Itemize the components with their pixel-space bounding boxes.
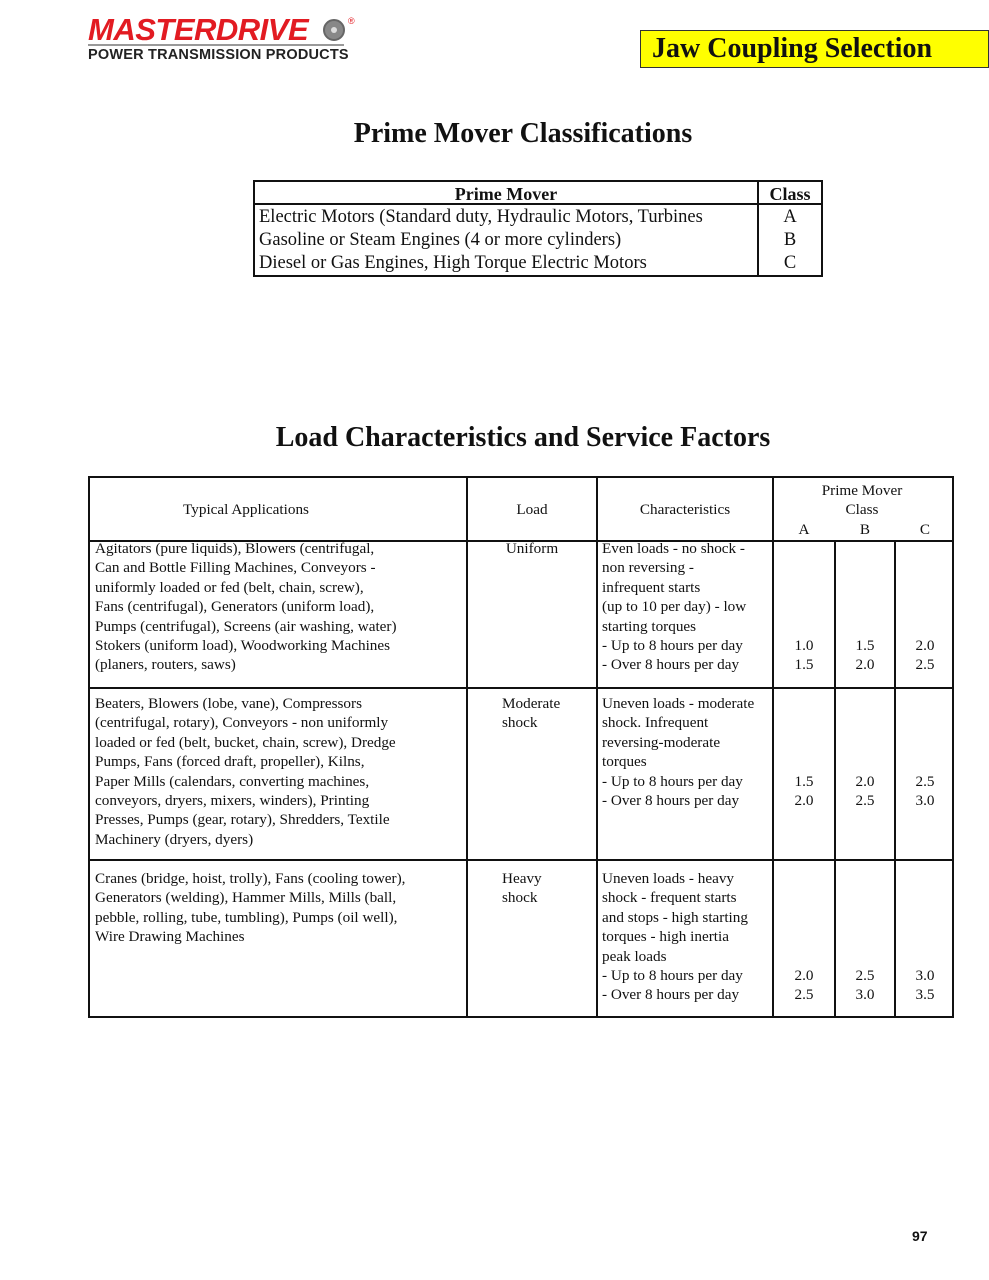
column-divider [834,540,836,1016]
column-divider [894,540,896,1016]
factor-b-cell: 2.0 2.5 [855,773,875,810]
load-cell: Uniform [505,540,559,557]
factor-c-cell: 3.0 3.5 [915,967,935,1004]
page-number: 97 [912,1228,928,1244]
section-banner: Jaw Coupling Selection [640,30,989,68]
column-divider [772,478,774,1016]
header-applications: Typical Applications [183,501,309,518]
table-row-mover: Diesel or Gas Engines, High Torque Elect… [259,253,647,273]
characteristics-cell: Uneven loads - heavy shock - frequent st… [602,870,748,1004]
factor-c-cell: 2.0 2.5 [915,637,935,674]
table-row-class: A [783,207,797,227]
factor-a-cell: 1.0 1.5 [794,637,814,674]
header-divider [255,203,821,205]
header-load: Load [516,501,548,518]
logo-tagline: POWER TRANSMISSION PRODUCTS [88,47,349,63]
column-divider [596,478,598,1016]
factor-a-cell: 1.5 2.0 [794,773,814,810]
applications-cell: Agitators (pure liquids), Blowers (centr… [95,540,397,674]
row-divider [90,687,952,689]
header-class-a: A [798,521,810,538]
applications-cell: Beaters, Blowers (lobe, vane), Compresso… [95,695,396,848]
header-class-c: C [919,521,931,538]
factor-c-cell: 2.5 3.0 [915,773,935,810]
logo-divider [88,44,344,46]
load-table: Typical Applications Load Characteristic… [88,476,954,1018]
row-divider [90,859,952,861]
applications-cell: Cranes (bridge, hoist, trolly), Fans (co… [95,870,406,946]
table-row-class: C [783,253,797,273]
row-divider [90,540,952,542]
table-row-class: B [783,230,797,250]
header-class-b: B [859,521,871,538]
header-class: Class [769,184,811,204]
table-row-mover: Electric Motors (Standard duty, Hydrauli… [259,207,703,227]
column-divider [757,182,759,275]
load-cell: Moderate shock [502,695,561,732]
factor-b-cell: 2.5 3.0 [855,967,875,1004]
characteristics-cell: Even loads - no shock - non reversing - … [602,540,747,674]
factor-b-cell: 1.5 2.0 [855,637,875,674]
table-row-mover: Gasoline or Steam Engines (4 or more cyl… [259,230,622,250]
registered-mark: ® [348,16,355,26]
header-prime-mover: Prime Mover [454,184,558,204]
header-prime-mover-class: Prime Mover Class [821,482,903,519]
load-heading: Load Characteristics and Service Factors [275,422,771,453]
load-cell: Heavy shock [502,870,542,907]
logo-brand: MASTERDRIVE [88,12,309,47]
gear-logo-icon [323,19,345,41]
prime-mover-heading: Prime Mover Classifications [353,118,693,149]
factor-a-cell: 2.0 2.5 [794,967,814,1004]
characteristics-cell: Uneven loads - moderate shock. Infrequen… [602,695,755,810]
prime-mover-table: Prime Mover Class Electric Motors (Stand… [253,180,823,277]
header-characteristics: Characteristics [639,501,731,518]
column-divider [466,478,468,1016]
